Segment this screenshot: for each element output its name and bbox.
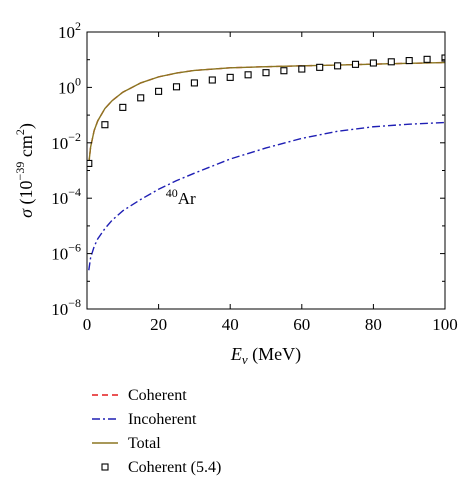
legend-swatch xyxy=(101,463,109,471)
y-tick-mantissa: 10 xyxy=(51,134,68,153)
coherent-5-4-marker xyxy=(405,57,413,65)
y-tick-exponent: −6 xyxy=(68,241,81,255)
y-tick-exponent: −8 xyxy=(68,296,81,310)
coherent-5-4-marker xyxy=(280,67,288,75)
coherent-5-4-marker xyxy=(262,69,270,77)
coherent-5-4-marker xyxy=(369,59,377,67)
legend-item-coherent-5-4-: Coherent (5.4) xyxy=(101,459,221,476)
coherent-5-4-marker xyxy=(316,63,324,71)
coherent-5-4-marker xyxy=(208,76,216,84)
series-line-coherent xyxy=(88,61,445,164)
coherent-5-4-marker xyxy=(155,87,163,95)
y-tick-label: 10−8 xyxy=(51,296,81,319)
y-tick-exponent: 0 xyxy=(75,74,81,88)
y-tick-label: 10−4 xyxy=(51,185,81,208)
legend-label: Coherent xyxy=(128,387,187,404)
x-tick-label: 80 xyxy=(365,315,382,334)
coherent-5-4-marker xyxy=(298,65,306,73)
coherent-5-4-marker xyxy=(441,54,445,62)
y-tick-exponent: 2 xyxy=(75,19,81,33)
x-axis-title: Eν (MeV) xyxy=(230,344,301,367)
x-tick-label: 40 xyxy=(222,315,239,334)
x-tick-label: 0 xyxy=(83,315,92,334)
y-tick-label: 102 xyxy=(58,19,81,42)
y-tick-label: 100 xyxy=(58,74,81,97)
coherent-5-4-marker xyxy=(172,83,181,91)
coherent-5-4-marker xyxy=(119,103,127,111)
y-axis-title: σ (10−39 cm2) xyxy=(13,123,37,218)
legend-item-coherent: Coherent xyxy=(92,387,187,404)
coherent-5-4-marker xyxy=(87,159,93,167)
coherent-5-4-marker xyxy=(101,121,109,129)
coherent-5-4-marker xyxy=(137,94,145,102)
y-tick-exponent: −4 xyxy=(68,185,81,199)
y-tick-mantissa: 10 xyxy=(51,189,68,208)
series-layer xyxy=(87,54,445,271)
y-tick-exponent: −2 xyxy=(68,130,81,144)
x-tick-label: 60 xyxy=(293,315,310,334)
y-tick-mantissa: 10 xyxy=(58,78,75,97)
coherent-5-4-marker xyxy=(423,55,431,63)
coherent-5-4-marker xyxy=(351,60,360,68)
legend-item-incoherent: Incoherent xyxy=(92,411,197,428)
legend-item-total: Total xyxy=(92,435,161,452)
coherent-5-4-marker xyxy=(387,58,395,66)
y-tick-label: 10−6 xyxy=(51,241,81,264)
coherent-5-4-marker xyxy=(226,73,234,81)
series-line-total xyxy=(88,61,445,164)
coherent-5-4-marker xyxy=(244,71,252,79)
x-tick-label: 20 xyxy=(150,315,167,334)
coherent-5-4-marker xyxy=(334,62,342,70)
legend: Coherent Incoherent Total Coherent (5.4) xyxy=(92,387,221,476)
annotation-40ar: 40Ar xyxy=(166,186,196,208)
y-tick-mantissa: 10 xyxy=(51,300,68,319)
y-tick-label: 10−2 xyxy=(51,130,81,153)
y-tick-mantissa: 10 xyxy=(51,245,68,264)
legend-label: Incoherent xyxy=(128,411,197,428)
y-tick-mantissa: 10 xyxy=(58,23,75,42)
x-tick-label: 100 xyxy=(432,315,458,334)
legend-label: Total xyxy=(128,435,161,452)
series-line-incoherent xyxy=(88,121,445,271)
coherent-5-4-marker xyxy=(190,79,198,87)
legend-label: Coherent (5.4) xyxy=(128,459,221,476)
